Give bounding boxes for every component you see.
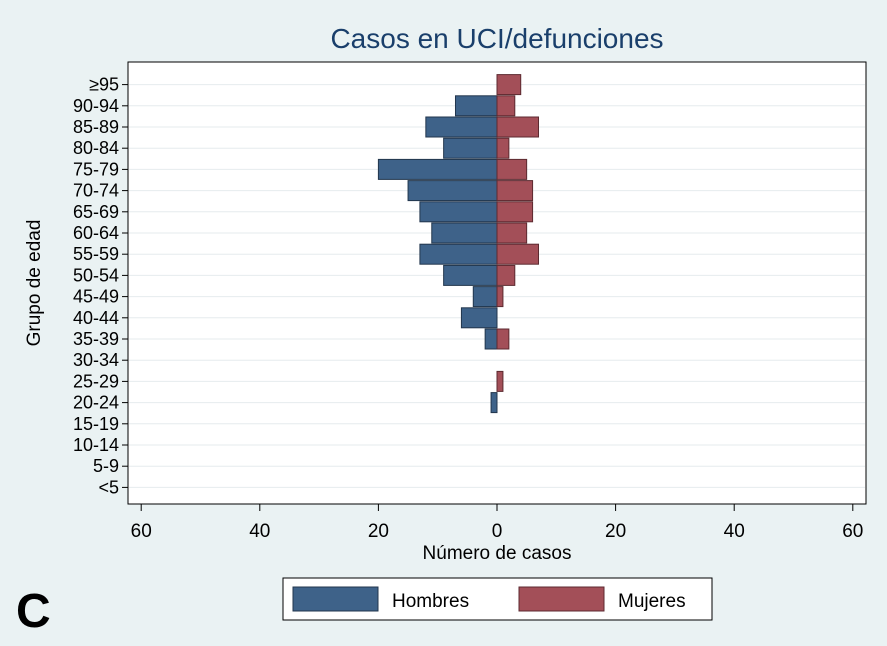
x-tick-labels: 60 40 20 0 20 40 60 <box>131 504 863 542</box>
bar-hombres <box>425 116 498 138</box>
bar-mujeres <box>496 137 510 159</box>
bars <box>377 74 540 414</box>
bar-mujeres <box>496 328 510 350</box>
x-tick-label: 60 <box>842 521 863 542</box>
y-tick-label: 70-74 <box>73 181 119 201</box>
bar-mujeres <box>496 370 504 392</box>
bar-hombres <box>443 264 498 286</box>
y-tick-labels: <55-910-1415-1920-2425-2930-3435-3940-44… <box>73 75 128 497</box>
bar-mujeres <box>496 95 516 117</box>
bar-mujeres <box>496 116 540 138</box>
y-tick-label: 60-64 <box>73 223 119 243</box>
y-tick-label: <5 <box>98 477 119 497</box>
x-tick-label: 20 <box>605 521 626 542</box>
bar-mujeres <box>496 286 504 308</box>
y-tick-label: 65-69 <box>73 202 119 222</box>
bar-hombres <box>443 137 498 159</box>
x-tick-label: 40 <box>249 521 270 542</box>
bar-mujeres <box>496 201 534 223</box>
x-tick-label: 20 <box>368 521 389 542</box>
legend-swatch-mujeres <box>518 586 605 612</box>
y-tick-label: 85-89 <box>73 117 119 137</box>
bar-hombres <box>377 158 498 180</box>
bar-mujeres <box>496 243 540 265</box>
y-tick-label: 25-29 <box>73 371 119 391</box>
y-tick-label: 10-14 <box>73 435 119 455</box>
bar-mujeres <box>496 222 528 244</box>
legend: Hombres Mujeres <box>282 577 713 621</box>
y-tick-label: 55-59 <box>73 244 119 264</box>
y-tick-label: 30-34 <box>73 350 119 370</box>
bar-hombres <box>454 95 498 117</box>
y-tick-label: 50-54 <box>73 265 119 285</box>
bar-hombres <box>484 328 498 350</box>
y-tick-label: 40-44 <box>73 308 119 328</box>
y-tick-label: 20-24 <box>73 393 119 413</box>
bar-mujeres <box>496 180 534 202</box>
bar-hombres <box>431 222 498 244</box>
bar-hombres <box>490 392 498 414</box>
bar-mujeres <box>496 158 528 180</box>
y-tick-label: 15-19 <box>73 414 119 434</box>
y-tick-label: 90-94 <box>73 96 119 116</box>
x-tick-label: 0 <box>492 521 503 542</box>
y-tick-label: 45-49 <box>73 287 119 307</box>
y-tick-label: 35-39 <box>73 329 119 349</box>
y-tick-label: ≥95 <box>89 75 119 95</box>
y-tick-label: 75-79 <box>73 159 119 179</box>
y-tick-label: 5-9 <box>93 456 119 476</box>
bar-hombres <box>460 307 498 329</box>
legend-label-mujeres: Mujeres <box>618 591 686 612</box>
panel-label: C <box>16 585 51 638</box>
x-tick-label: 40 <box>724 521 745 542</box>
legend-swatch-hombres <box>292 586 379 612</box>
bar-hombres <box>407 180 498 202</box>
bar-hombres <box>419 243 498 265</box>
x-tick-label: 60 <box>131 521 152 542</box>
bar-mujeres <box>496 74 522 96</box>
x-axis-label: Número de casos <box>423 543 572 564</box>
chart-title: Casos en UCI/defunciones <box>330 23 663 54</box>
legend-label-hombres: Hombres <box>392 591 469 612</box>
bar-hombres <box>472 286 498 308</box>
bar-hombres <box>419 201 498 223</box>
bar-mujeres <box>496 264 516 286</box>
y-tick-label: 80-84 <box>73 138 119 158</box>
y-axis-label: Grupo de edad <box>24 220 45 347</box>
